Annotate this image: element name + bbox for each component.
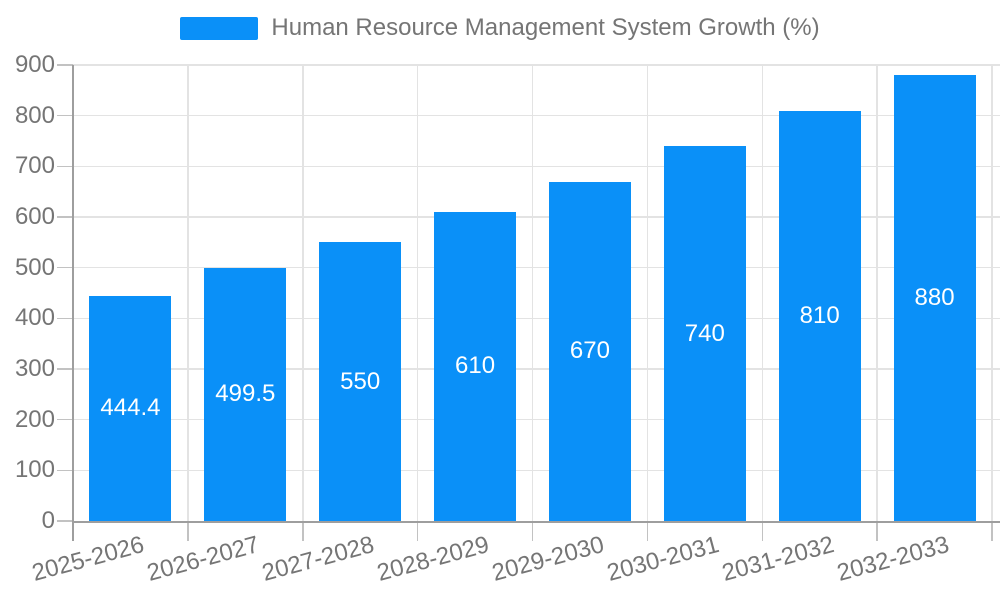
bar-2025-2026[interactable]	[89, 295, 172, 521]
y-axis-tick	[57, 165, 73, 168]
y-axis-label: 700	[14, 152, 55, 180]
y-gridline	[73, 317, 1000, 320]
y-gridline	[73, 64, 1000, 66]
x-axis-tick	[761, 521, 763, 541]
x-axis-tick	[991, 521, 993, 541]
y-axis-label: 600	[14, 203, 55, 230]
x-gridline	[876, 65, 878, 521]
y-gridline	[73, 368, 1000, 370]
y-axis-tick	[57, 64, 73, 66]
bar-2027-2028[interactable]	[319, 242, 402, 521]
y-axis-label: 500	[14, 253, 55, 281]
bar-2030-2031[interactable]	[663, 146, 746, 521]
y-axis-tick	[57, 216, 73, 218]
y-gridline	[73, 216, 1000, 218]
y-axis-tick	[57, 368, 73, 370]
y-axis-label: 200	[14, 405, 55, 433]
x-axis-tick	[187, 521, 189, 541]
x-axis-tick	[876, 521, 878, 541]
y-axis-label: 100	[14, 456, 55, 484]
x-gridline	[991, 65, 993, 521]
y-gridline	[73, 165, 1000, 168]
y-gridline	[73, 418, 1000, 421]
legend-label: Human Resource Management System Growth …	[271, 14, 820, 41]
y-axis-tick	[57, 520, 73, 522]
bar-2029-2030[interactable]	[548, 181, 631, 521]
y-axis-label: 300	[14, 355, 55, 382]
x-gridline	[187, 65, 189, 521]
x-axis-tick	[416, 521, 419, 541]
x-axis-tick	[646, 521, 649, 541]
x-axis-tick	[302, 521, 304, 541]
y-gridline	[73, 469, 1000, 472]
legend-item[interactable]: Human Resource Management System Growth …	[0, 14, 1000, 42]
legend-swatch	[180, 16, 259, 40]
bar-2028-2029[interactable]	[434, 211, 517, 521]
y-axis-tick	[57, 418, 73, 421]
bar-2031-2032[interactable]	[778, 110, 861, 521]
x-gridline	[531, 65, 534, 521]
bar-2032-2033[interactable]	[893, 75, 976, 521]
x-axis-tick	[531, 521, 534, 541]
y-axis-tick	[57, 266, 73, 269]
y-axis-tick	[57, 114, 73, 117]
y-gridline	[73, 266, 1000, 269]
y-axis-tick	[57, 469, 73, 472]
y-axis-label: 800	[14, 101, 55, 129]
x-gridline	[761, 65, 763, 521]
y-axis-label: 900	[14, 51, 55, 78]
x-gridline	[302, 65, 304, 521]
y-axis-label: 0	[41, 507, 55, 534]
y-axis-line	[72, 65, 74, 541]
x-axis-line	[73, 521, 1000, 523]
y-axis-label: 400	[14, 304, 55, 332]
y-gridline	[73, 114, 1000, 117]
x-gridline	[416, 65, 419, 521]
bar-2026-2027[interactable]	[204, 267, 287, 521]
x-gridline	[646, 65, 649, 521]
y-axis-tick	[57, 317, 73, 320]
